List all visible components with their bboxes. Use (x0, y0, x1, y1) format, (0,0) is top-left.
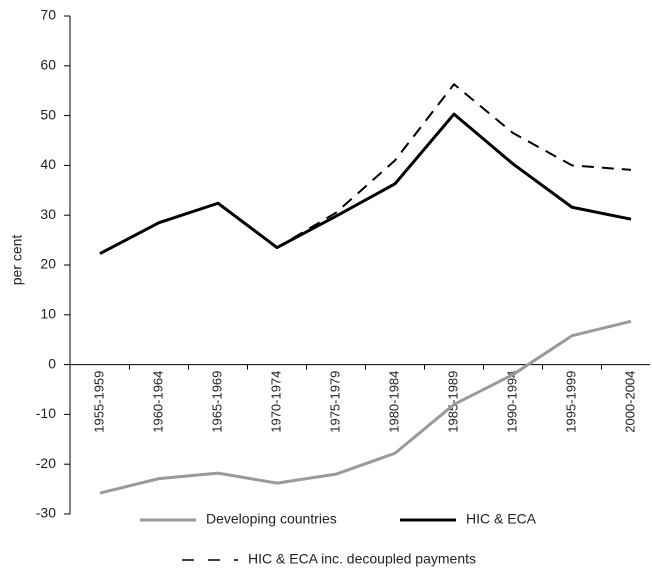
x-tick-label: 1995-1999 (563, 371, 578, 433)
x-tick-label: 1990-1994 (504, 371, 519, 433)
x-tick-label: 1960-1964 (150, 371, 165, 433)
y-tick-label: 40 (40, 156, 56, 172)
x-tick-label: 1970-1974 (268, 371, 283, 433)
series-line (99, 83, 632, 255)
y-tick-label: 0 (48, 355, 56, 371)
y-tick-label: 50 (40, 106, 56, 122)
x-tick-label: 1980-1984 (386, 371, 401, 433)
x-tick-label: 1965-1969 (209, 371, 224, 433)
y-tick-label: 10 (40, 306, 56, 322)
x-tick-label: 1975-1979 (327, 371, 342, 433)
legend-label: HIC & ECA (466, 511, 537, 527)
y-tick-label: 70 (40, 7, 56, 23)
series-line (99, 319, 632, 495)
y-tick-label: 30 (40, 206, 56, 222)
y-tick-label: 20 (40, 256, 56, 272)
y-tick-label: 60 (40, 57, 56, 73)
y-tick-label: -20 (36, 455, 56, 471)
x-tick-label: 1955-1959 (91, 371, 106, 433)
legend-label: HIC & ECA inc. decoupled payments (248, 551, 476, 567)
x-tick-label: 2000-2004 (622, 371, 637, 433)
y-tick-label: -30 (36, 505, 56, 521)
y-axis-label: per cent (9, 235, 25, 286)
legend-label: Developing countries (206, 511, 337, 527)
series-line (99, 112, 632, 255)
y-tick-label: -10 (36, 405, 56, 421)
x-tick-label: 1985-1989 (445, 371, 460, 433)
